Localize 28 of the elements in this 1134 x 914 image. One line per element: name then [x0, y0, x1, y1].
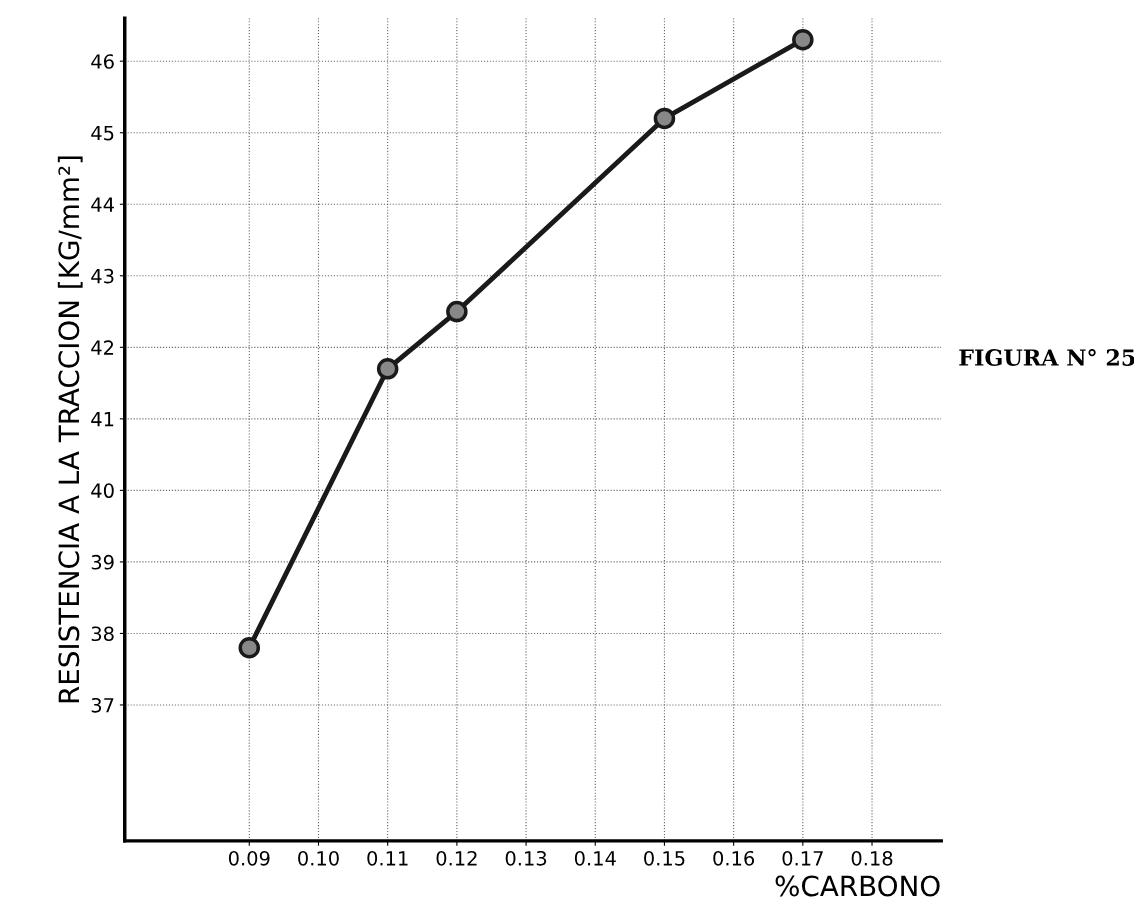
x-tick-label: 0.13	[505, 850, 547, 866]
y-axis-title: RESISTENCIA A LA TRACCION [KG/mm²]	[57, 156, 83, 703]
x-tick-label: 0.09	[228, 850, 270, 866]
x-tick-label: 0.11	[367, 850, 408, 866]
x-tick-label: 0.16	[713, 850, 755, 866]
y-tick-label: 41	[91, 412, 114, 427]
point	[238, 636, 261, 659]
y-tick-label: 46	[91, 54, 114, 69]
x-tick-label: 0.18	[851, 850, 893, 866]
y-tick-label: 40	[91, 483, 114, 499]
y-tick-label: 45	[91, 125, 114, 141]
x-tick-label: 0.14	[574, 850, 616, 866]
y-tick-label: 38	[91, 626, 114, 642]
x-tick-label: 0.17	[782, 850, 823, 866]
point	[792, 28, 814, 51]
x-axis-title: %CARBONO	[775, 875, 940, 897]
point	[653, 107, 676, 130]
text: FIGURA N° 25	[959, 348, 1134, 366]
y-tick-label: 39	[91, 554, 114, 570]
point	[446, 300, 468, 323]
x-tick-label: 0.15	[644, 850, 685, 866]
y-tick-label: 43	[91, 268, 114, 284]
y-tick-label: 37	[91, 697, 114, 713]
x-tick-label: 0.12	[436, 850, 477, 866]
x-tick-label: 0.10	[298, 850, 339, 866]
y-tick-label: 42	[91, 340, 114, 355]
point	[376, 358, 399, 380]
y-tick-label: 44	[91, 197, 114, 212]
